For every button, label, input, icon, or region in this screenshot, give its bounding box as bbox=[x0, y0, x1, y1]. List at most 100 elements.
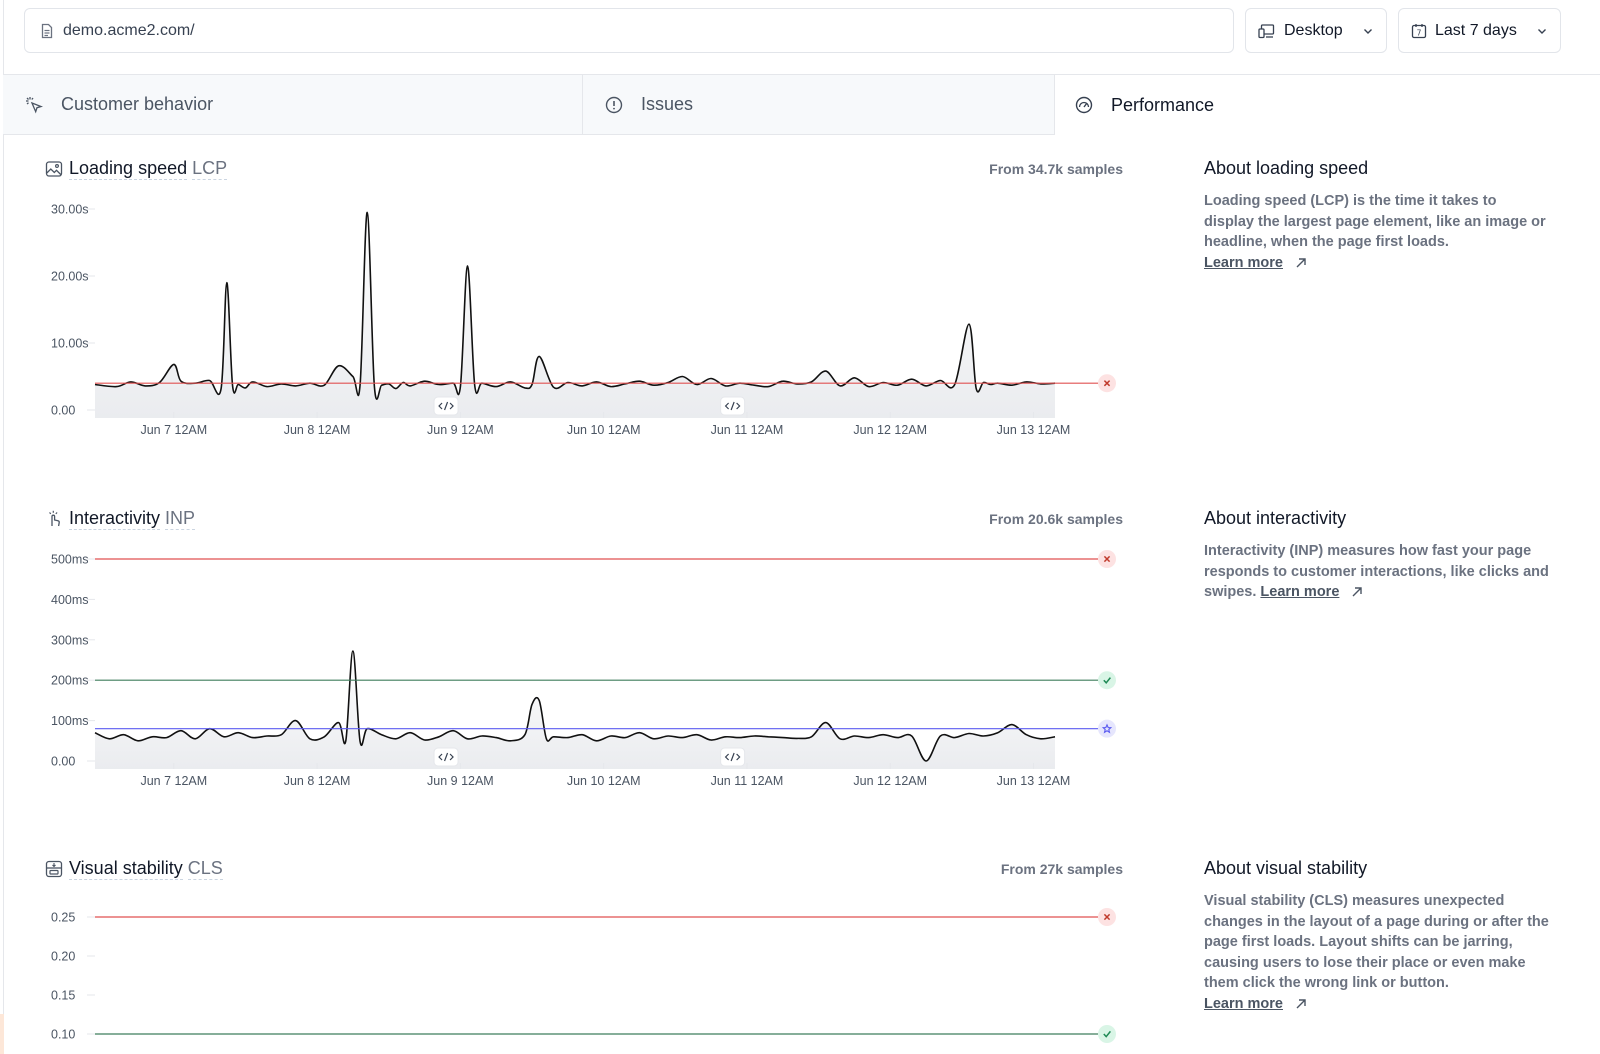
cursor-click-icon bbox=[26, 96, 43, 114]
url-text: demo.acme2.com/ bbox=[63, 21, 195, 39]
metric-title: Loading speed LCP bbox=[45, 158, 228, 180]
x-tick-label: Jun 13 12AM bbox=[997, 423, 1071, 437]
about-panel: About loading speed Loading speed (LCP) … bbox=[1204, 158, 1549, 273]
y-tick-label: 400ms bbox=[51, 593, 89, 607]
chevron-down-icon bbox=[1364, 28, 1372, 34]
tab-issues[interactable]: Issues bbox=[582, 75, 1055, 135]
about-description: Interactivity (INP) measures how fast yo… bbox=[1204, 543, 1549, 600]
about-title: About interactivity bbox=[1204, 508, 1347, 528]
calendar-icon: 7 bbox=[1411, 23, 1427, 38]
sample-count: From 20.6k samples bbox=[989, 511, 1123, 527]
about-text: Loading speed (LCP) is the time it takes… bbox=[1204, 191, 1549, 273]
learn-more-link[interactable]: Learn more bbox=[1204, 995, 1283, 1012]
learn-more-link[interactable]: Learn more bbox=[1260, 584, 1340, 600]
page-frame-edge bbox=[3, 0, 4, 1054]
metric-name: Visual stability bbox=[69, 858, 183, 880]
series-line bbox=[94, 211, 1056, 400]
svg-text:7: 7 bbox=[1417, 28, 1422, 37]
x-tick-label: Jun 10 12AM bbox=[567, 423, 641, 437]
layout-shift-icon bbox=[45, 860, 63, 878]
about-description: Visual stability (CLS) measures unexpect… bbox=[1204, 893, 1549, 991]
y-tick-label: 0.00 bbox=[51, 404, 75, 418]
about-text: Interactivity (INP) measures how fast yo… bbox=[1204, 541, 1549, 603]
about-panel: About interactivity Interactivity (INP) … bbox=[1204, 508, 1549, 603]
target-threshold-badge bbox=[1098, 719, 1116, 738]
poor-threshold-badge bbox=[1098, 374, 1116, 393]
chevron-down-icon bbox=[1538, 28, 1546, 34]
metric-title: Interactivity INP bbox=[45, 508, 196, 530]
series-line bbox=[94, 650, 1056, 762]
deploy-marker-icon bbox=[720, 396, 746, 416]
inp-chart: 0.00 100ms 200ms 300ms 400ms 500ms Jun 7 12AM J… bbox=[51, 550, 1116, 788]
metric-name: Loading speed bbox=[69, 158, 188, 180]
y-tick-label: 500ms bbox=[51, 553, 89, 567]
y-tick-label: 100ms bbox=[51, 714, 89, 728]
external-link-icon bbox=[1296, 257, 1306, 267]
date-range-select[interactable]: 7 Last 7 days bbox=[1398, 8, 1561, 53]
poor-threshold-badge bbox=[1098, 550, 1116, 568]
about-panel: About visual stability Visual stability … bbox=[1204, 858, 1549, 1014]
top-bar: demo.acme2.com/ Desktop 7 Last 7 days bbox=[0, 0, 1600, 75]
pointer-hand-icon bbox=[49, 510, 60, 527]
y-tick-label: 0.00 bbox=[51, 755, 75, 769]
good-threshold-badge bbox=[1098, 671, 1116, 690]
device-select-value: Desktop bbox=[1284, 21, 1343, 39]
x-tick-label: Jun 8 12AM bbox=[284, 423, 351, 437]
y-tick-label: 10.00s bbox=[51, 337, 89, 351]
series-area bbox=[95, 651, 1056, 769]
cls-chart: 0.10 0.15 0.20 0.25 bbox=[51, 908, 1116, 1043]
metric-name: Interactivity bbox=[69, 508, 161, 530]
tab-issues-label: Issues bbox=[641, 94, 694, 114]
y-tick-label: 0.10 bbox=[51, 1028, 75, 1042]
x-tick-label: Jun 11 12AM bbox=[711, 423, 784, 437]
metric-abbr[interactable]: INP bbox=[165, 508, 196, 530]
x-tick-label: Jun 12 12AM bbox=[853, 774, 927, 788]
y-tick-label: 30.00s bbox=[51, 203, 89, 217]
sample-count: From 34.7k samples bbox=[989, 161, 1123, 177]
view-tabs: Customer behavior Issues Performance bbox=[3, 74, 1600, 135]
about-title: About visual stability bbox=[1204, 858, 1368, 878]
learn-more-link[interactable]: Learn more bbox=[1204, 254, 1283, 271]
y-tick-label: 200ms bbox=[51, 674, 89, 688]
metric-abbr[interactable]: LCP bbox=[192, 158, 228, 180]
gauge-icon bbox=[1075, 96, 1093, 114]
y-tick-label: 300ms bbox=[51, 633, 89, 647]
device-select[interactable]: Desktop bbox=[1245, 8, 1387, 53]
series-area bbox=[95, 212, 1056, 418]
deploy-marker-icon bbox=[720, 747, 746, 767]
date-range-value: Last 7 days bbox=[1435, 21, 1517, 39]
about-description: Loading speed (LCP) is the time it takes… bbox=[1204, 193, 1546, 250]
alert-circle-icon bbox=[605, 96, 623, 113]
tab-performance[interactable]: Performance bbox=[1055, 75, 1600, 135]
deploy-marker-icon bbox=[433, 747, 459, 767]
devices-icon bbox=[1258, 23, 1275, 38]
external-link-icon bbox=[1296, 998, 1306, 1008]
about-title: About loading speed bbox=[1204, 158, 1369, 178]
tab-performance-label: Performance bbox=[1111, 94, 1215, 115]
corner-marker bbox=[0, 1014, 4, 1054]
x-tick-label: Jun 13 12AM bbox=[997, 774, 1071, 788]
external-link-icon bbox=[1352, 587, 1363, 597]
lcp-chart: 0.00 10.00s 20.00s 30.00s Jun 7 12AM Jun 8 12… bbox=[51, 203, 1116, 437]
metric-abbr[interactable]: CLS bbox=[187, 858, 223, 880]
x-tick-label: Jun 7 12AM bbox=[140, 774, 207, 788]
x-tick-label: Jun 10 12AM bbox=[567, 774, 641, 788]
page-icon bbox=[41, 23, 53, 38]
poor-threshold-badge bbox=[1098, 908, 1116, 926]
tab-customer-behavior[interactable]: Customer behavior bbox=[3, 75, 582, 135]
good-threshold-badge bbox=[1098, 1025, 1116, 1043]
x-tick-label: Jun 7 12AM bbox=[140, 423, 207, 437]
url-field[interactable]: demo.acme2.com/ bbox=[24, 8, 1234, 53]
sample-count: From 27k samples bbox=[1000, 861, 1123, 877]
x-tick-label: Jun 11 12AM bbox=[711, 774, 784, 788]
y-tick-label: 20.00s bbox=[51, 270, 89, 284]
deploy-marker-icon bbox=[433, 396, 459, 416]
x-tick-label: Jun 9 12AM bbox=[427, 423, 494, 437]
x-tick-label: Jun 9 12AM bbox=[427, 774, 494, 788]
x-tick-label: Jun 12 12AM bbox=[853, 423, 927, 437]
about-text: Visual stability (CLS) measures unexpect… bbox=[1204, 891, 1549, 1014]
x-tick-label: Jun 8 12AM bbox=[284, 774, 351, 788]
y-tick-label: 0.25 bbox=[51, 911, 75, 925]
metric-title: Visual stability CLS bbox=[45, 858, 223, 880]
image-icon bbox=[45, 161, 63, 177]
